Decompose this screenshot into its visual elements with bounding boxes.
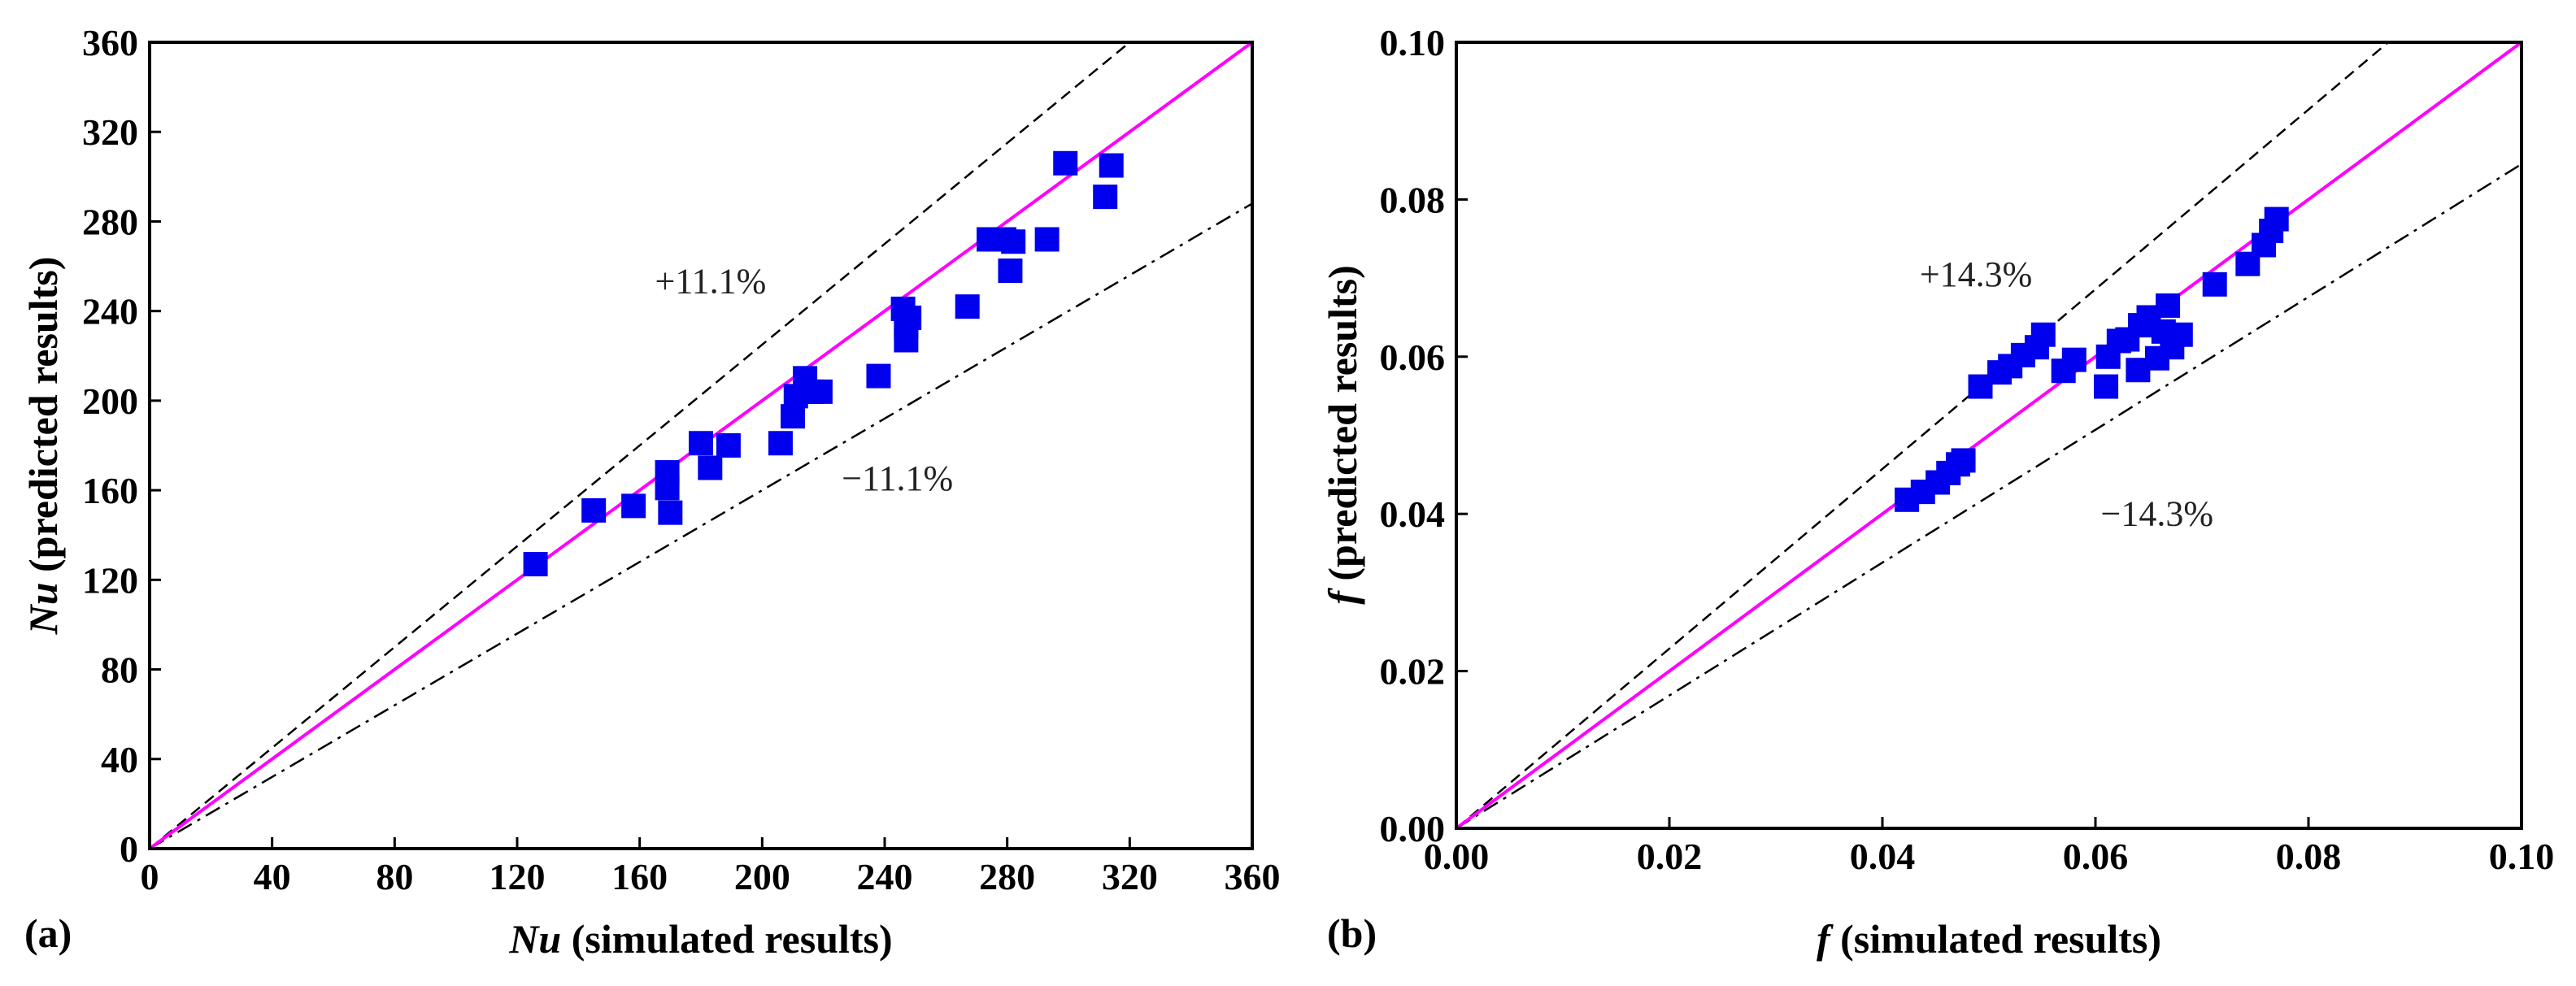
panel-a-x-tick-label: 120 [490,856,546,897]
panel-b-y-axis-title: f (predicted results) [1320,265,1365,605]
panel-a-x-tick-label: 320 [1102,856,1158,897]
panel-a-data-point [1001,229,1026,254]
panel-b-data-point [1951,448,1976,473]
panel-a-x-tick-label: 0 [141,856,159,897]
panel-a-x-tick-label: 80 [376,856,413,897]
panel-b-data-point [2094,374,2119,399]
panel-a: +11.1%−11.1% 0 40 80 120 160 200 240 280 320 3600… [20,22,1281,962]
panel-b-y-tick-label: 0.04 [1380,493,1446,535]
panel-b-data-point [2030,322,2056,347]
panel-a-y-tick-label: 160 [82,470,138,511]
panel-a-data-point [716,433,741,458]
panel-a-data-layer: +11.1% −11.1% [150,42,1252,849]
panel-a-y-tick-label: 40 [101,739,138,780]
panel-a-ticks: 0 40 80 120 160 200 240 280 320 360 0 40 80 120 160 200… [82,22,1281,897]
panel-a-y-tick-label: 0 [120,828,138,870]
panel-b-annotation: +14.3% [1920,254,2032,294]
panel-a-data-point [955,294,980,319]
panel-a-y-tick-label: 240 [82,291,138,332]
panel-b-data-point [2202,271,2227,297]
panel-a-data-point [998,258,1023,284]
panel-a-data-point [1034,227,1060,252]
panel-a-y-tick-label: 280 [82,201,138,242]
panel-b-y-tick-label: 0.06 [1380,337,1446,378]
panel-b-y-tick-label: 0.08 [1380,179,1446,220]
panel-a-data-point [1093,185,1118,210]
panel-a-data-point [807,379,833,404]
panel-b-upper-bound-line [1456,42,2391,828]
panel-b-y-tick-label: 0.02 [1380,651,1446,693]
panel-a-data-point [1099,153,1124,178]
panel-a-x-tick-label: 160 [611,856,668,897]
panel-b-annotation: −14.3% [2101,494,2213,534]
panel-b-y-tick-label: 0.00 [1380,808,1446,849]
panel-a-data-point [894,328,919,353]
panel-b-lower-bound-line [1456,163,2522,828]
panel-a-x-tick-label: 360 [1225,856,1281,897]
panel-b: +14.3%−14.3% 0.00 0.02 0.04 0.06 0.08 0.100.0… [1320,22,2555,962]
panel-a-y-tick-label: 200 [82,380,138,422]
panel-a-lower-bound-line [150,202,1252,849]
panel-a-data-point [768,431,793,456]
panel-b-x-tick-label: 0.00 [1424,836,1490,877]
panel-a-data-point [655,476,680,501]
panel-a-data-point [658,500,683,525]
panel-b-x-tick-label: 0.06 [2063,836,2129,877]
panel-a-data-point [1053,150,1078,176]
panel-a-x-tick-label: 280 [979,856,1035,897]
panel-a-frame [148,41,1254,850]
panel-b-label: (b) [1327,910,1377,956]
panel-a-data-point [689,431,713,456]
panel-b-x-tick-label: 0.10 [2489,836,2555,877]
panel-b-data-point [2156,293,2181,318]
panel-a-label: (a) [24,910,72,956]
panel-a-data-point [621,493,646,519]
panel-a-y-tick-label: 80 [101,649,138,691]
panel-a-data-point [581,497,607,523]
panel-a-upper-bound-line [150,42,1132,849]
panel-b-identity-line [1456,42,2522,828]
panel-a-data-point [897,305,922,330]
panel-b-data-point [2061,347,2086,372]
panel-a-annotation: −11.1% [842,458,953,498]
panel-a-x-tick-label: 240 [857,856,913,897]
panel-a-data-point [698,455,723,480]
panel-b-data-layer: +14.3% −14.3% [1456,42,2522,828]
panel-a-annotation: +11.1% [655,262,767,302]
panel-a-y-tick-label: 320 [82,111,138,153]
panel-a-y-axis-title: Nu (predicted results) [20,257,66,636]
panel-a-x-tick-label: 40 [254,856,291,897]
panel-b-x-tick-label: 0.04 [1850,836,1916,877]
panel-b-x-axis-title: f (simulated results) [1817,916,2161,962]
panel-a-y-tick-label: 120 [82,559,138,601]
panel-a-y-tick-label: 360 [82,22,138,63]
panel-b-x-tick-label: 0.08 [2276,836,2342,877]
panel-b-x-tick-label: 0.02 [1637,836,1703,877]
panel-a-x-tick-label: 200 [734,856,790,897]
panel-a-data-point [866,363,891,389]
panel-a-data-point [523,552,548,577]
panel-b-ticks: 0.00 0.02 0.04 0.06 0.08 0.10 0.00 0.02 0.04 0.06… [1380,22,2555,877]
panel-b-data-point [2264,206,2289,232]
panel-b-data-point [2168,322,2193,347]
panel-a-x-axis-title: Nu (simulated results) [508,916,892,962]
panel-b-y-tick-label: 0.10 [1380,22,1446,63]
panel-b-frame [1455,41,2523,830]
